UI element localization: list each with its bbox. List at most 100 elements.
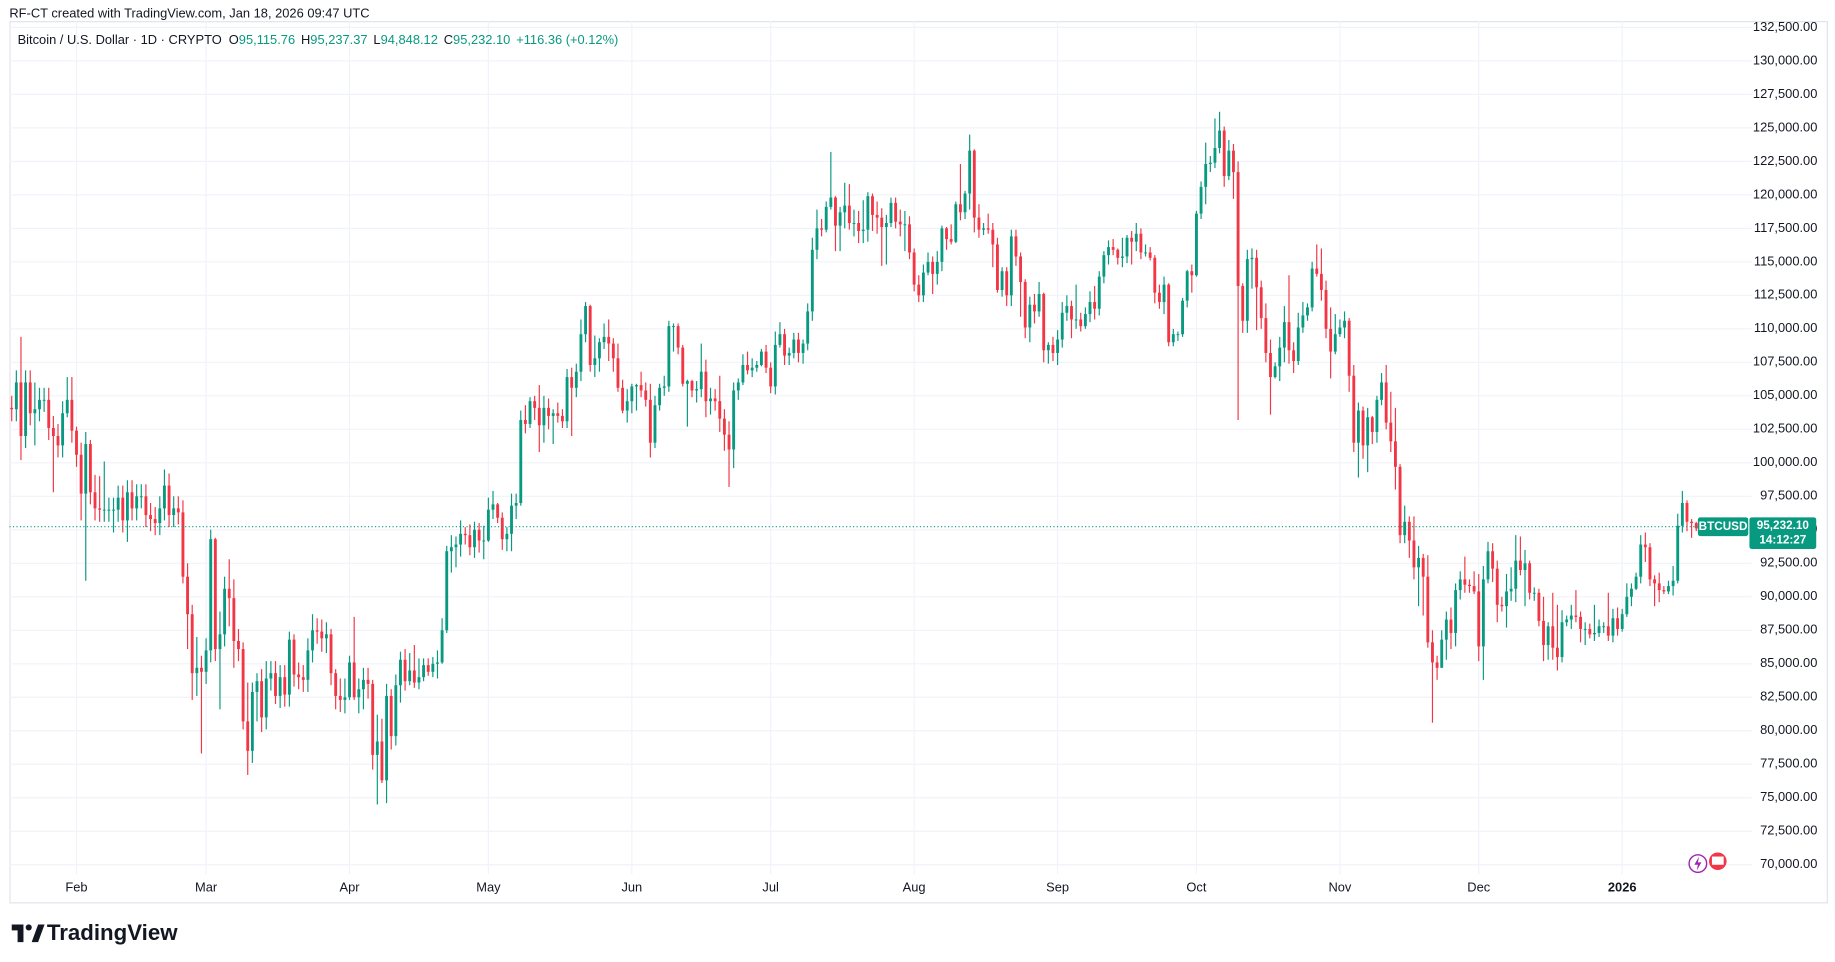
candle-body bbox=[801, 343, 805, 353]
candle-body bbox=[579, 334, 583, 372]
candle-body bbox=[1426, 576, 1430, 643]
candle-body bbox=[473, 529, 476, 548]
candle-body bbox=[963, 193, 967, 213]
candle-body bbox=[1463, 579, 1467, 585]
candle-body bbox=[1398, 466, 1402, 536]
candle-body bbox=[500, 517, 504, 540]
candle-body bbox=[1458, 579, 1462, 591]
legend-value: 95,237.37 bbox=[310, 32, 367, 47]
candle-body bbox=[1412, 540, 1416, 568]
candle-body bbox=[699, 371, 703, 390]
candle-body bbox=[639, 385, 643, 391]
candle-body bbox=[1065, 306, 1069, 313]
candle-body bbox=[986, 228, 990, 230]
candle-body bbox=[1662, 590, 1666, 592]
candle-body bbox=[98, 508, 102, 510]
candle-body bbox=[709, 398, 712, 402]
candle-body bbox=[982, 228, 985, 230]
brand-name: TradingView bbox=[47, 920, 178, 945]
chart-header: Bitcoin / U.S. Dollar · 1D · CRYPTO O95,1… bbox=[18, 32, 619, 47]
candle-body bbox=[116, 497, 120, 510]
legend-key: L bbox=[373, 32, 380, 47]
candle-body bbox=[542, 407, 546, 426]
candle-body bbox=[357, 689, 361, 698]
candle-body bbox=[1472, 586, 1476, 592]
candle-body bbox=[306, 650, 310, 680]
candle-body bbox=[1306, 307, 1309, 316]
candle-body bbox=[681, 347, 685, 384]
candle-body bbox=[1051, 344, 1055, 353]
candle-body bbox=[135, 496, 139, 509]
candle-body bbox=[292, 639, 296, 675]
candle-body bbox=[1222, 130, 1226, 177]
candle-body bbox=[1083, 314, 1087, 327]
candle-body bbox=[65, 399, 69, 414]
candle-body bbox=[491, 504, 495, 510]
candle-body bbox=[1653, 579, 1657, 584]
candle-body bbox=[1380, 382, 1383, 400]
x-tick-label: Dec bbox=[1467, 880, 1490, 895]
candle-body bbox=[260, 681, 264, 718]
candle-body bbox=[167, 485, 171, 516]
candle-body bbox=[139, 496, 143, 498]
candle-body bbox=[1491, 551, 1495, 569]
legend-key: O bbox=[229, 32, 239, 47]
x-tick-label: Jun bbox=[621, 880, 642, 895]
candle-body bbox=[1269, 352, 1272, 378]
candle-body bbox=[1033, 304, 1036, 312]
candle-body bbox=[894, 202, 898, 222]
candle-body bbox=[1500, 604, 1504, 607]
chart-title: Bitcoin / U.S. Dollar · 1D · CRYPTO bbox=[18, 32, 222, 47]
candle-body bbox=[722, 418, 726, 435]
candle-body bbox=[1680, 503, 1684, 526]
candle-body bbox=[514, 503, 518, 506]
y-tick-label: 130,000.00 bbox=[1753, 52, 1817, 67]
y-tick-label: 90,000.00 bbox=[1760, 588, 1817, 603]
candle-body bbox=[237, 641, 240, 650]
candle-body bbox=[422, 665, 426, 678]
candle-body bbox=[797, 339, 800, 353]
logo-mark bbox=[11, 924, 24, 943]
candle-body bbox=[1630, 588, 1633, 597]
candle-body bbox=[1384, 382, 1388, 423]
candle-body bbox=[283, 677, 287, 695]
candle-body bbox=[227, 588, 231, 599]
candle-body bbox=[528, 401, 532, 424]
candle-body bbox=[505, 533, 509, 540]
candle-body bbox=[61, 413, 65, 446]
candle-body bbox=[611, 343, 615, 359]
candle-body bbox=[820, 228, 824, 230]
candle-body bbox=[1107, 247, 1110, 256]
candle-body bbox=[1218, 130, 1222, 148]
candle-body bbox=[537, 407, 541, 426]
candle-body bbox=[917, 284, 921, 296]
candle-body bbox=[1250, 257, 1254, 260]
candle-body bbox=[1005, 271, 1009, 296]
candle-body bbox=[1213, 147, 1217, 163]
candle-body bbox=[1592, 632, 1596, 635]
candle-body bbox=[584, 306, 588, 335]
candle-body bbox=[908, 224, 911, 253]
candle-body bbox=[1255, 257, 1259, 288]
candle-body bbox=[28, 382, 32, 414]
candle-body bbox=[1296, 327, 1300, 361]
candle-body bbox=[412, 670, 416, 683]
candle-body bbox=[181, 512, 185, 577]
candle-body bbox=[602, 336, 606, 343]
candle-body bbox=[547, 407, 550, 416]
candle-body bbox=[1171, 334, 1175, 343]
candle-body bbox=[847, 205, 851, 223]
candles bbox=[10, 111, 1703, 805]
candle-body bbox=[630, 386, 634, 402]
candle-body bbox=[1634, 576, 1638, 589]
candle-body bbox=[1148, 252, 1152, 258]
legend-key: C bbox=[444, 32, 453, 47]
candle-body bbox=[732, 390, 736, 450]
candle-body bbox=[695, 389, 699, 391]
candle-body bbox=[320, 631, 324, 639]
candle-body bbox=[533, 401, 537, 408]
candle-body bbox=[945, 228, 948, 240]
candle-body bbox=[1597, 626, 1601, 633]
